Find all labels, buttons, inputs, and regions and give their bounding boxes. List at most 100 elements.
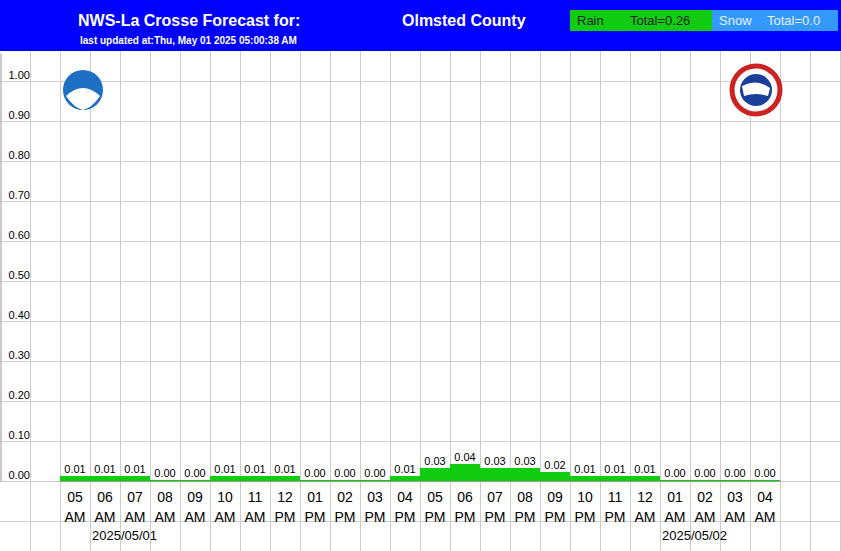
x-tick-label: 04AM	[755, 489, 776, 525]
date-label: 2025/05/01	[92, 528, 157, 543]
legend: RainTotal=0.26SnowTotal=0.0	[570, 10, 838, 31]
x-tick-label-part: AM	[125, 509, 146, 525]
x-tick-label-part: PM	[485, 509, 506, 525]
y-tick: 0.90	[1, 109, 30, 122]
noaa-logo	[63, 70, 103, 110]
y-tick: 0.00	[1, 469, 30, 482]
x-tick-label-part: PM	[335, 509, 356, 525]
data-label: 0.01	[244, 463, 265, 475]
x-tick-label: 01AM	[665, 489, 686, 525]
grid-column-line	[810, 50, 811, 551]
y-tick: 0.20	[1, 389, 30, 402]
x-tick-label-part: AM	[665, 509, 686, 525]
grid-column-line	[150, 50, 151, 551]
x-tick-label-part: 03	[367, 489, 383, 505]
x-tick-label: 10 PM	[575, 489, 596, 525]
x-tick-label-part: AM	[95, 509, 116, 525]
x-tick: 09AM	[185, 481, 206, 525]
x-tick-label-part: PM	[515, 509, 536, 525]
x-tick-label-part: 09	[187, 489, 203, 505]
column-grid	[0, 50, 841, 551]
background	[0, 0, 841, 551]
x-tick-label-part: AM	[65, 509, 86, 525]
grid-column-line	[720, 50, 721, 551]
x-tick-label-part: 02	[337, 489, 353, 505]
grid-column-line	[630, 50, 631, 551]
x-tick-label-part: 07	[487, 489, 503, 505]
y-tick-label: 0.60	[9, 229, 30, 241]
logo-circle	[732, 66, 780, 114]
legend-item: SnowTotal=0.0	[712, 10, 838, 31]
grid-column-line	[840, 50, 841, 551]
x-tick-label-part: PM	[305, 509, 326, 525]
x-tick: 07 PM	[485, 481, 506, 525]
x-tick: 10AM	[215, 481, 236, 525]
logo-inner	[740, 74, 772, 106]
x-tick-label-part: 10	[577, 489, 593, 505]
grid-column-line	[30, 50, 31, 551]
x-tick: 09PM	[545, 481, 566, 525]
x-tick-label: 03AM	[725, 489, 746, 525]
x-tick-label-part: 08	[157, 489, 173, 505]
x-tick: 05PM	[425, 481, 446, 525]
x-tick-label-part: PM	[455, 509, 476, 525]
grid-column-line	[570, 50, 571, 551]
grid-line	[0, 401, 841, 402]
x-tick: 04PM	[395, 481, 416, 525]
x-tick-label-part: 05	[67, 489, 83, 505]
data-label: 0.00	[334, 467, 355, 479]
data-label: 0.02	[544, 459, 565, 471]
data-label: 0.03	[484, 455, 505, 467]
x-tick-label-part: 04	[757, 489, 773, 505]
legend-total: Total=0.26	[630, 13, 690, 28]
x-tick: 02 PM	[335, 481, 356, 525]
x-tick: 03 PM	[365, 481, 386, 525]
data-label: 0.01	[124, 463, 145, 475]
x-tick-label: 06 PM	[455, 489, 476, 525]
x-tick-label-part: 06	[457, 489, 473, 505]
data-label: 0.01	[574, 463, 595, 475]
grid-column-line	[330, 50, 331, 551]
x-tick: 01PM	[305, 481, 326, 525]
x-tick-label: 11PM	[605, 489, 626, 525]
x-tick-label-part: 04	[397, 489, 413, 505]
x-tick-label-part: 06	[97, 489, 113, 505]
grid-column-line	[90, 50, 91, 551]
header-band	[0, 0, 841, 51]
x-tick-label-part: 02	[697, 489, 713, 505]
grid-line	[0, 81, 841, 82]
bar	[450, 464, 480, 482]
y-tick-label: 0.40	[9, 309, 30, 321]
x-tick-label-part: PM	[545, 509, 566, 525]
data-label: 0.01	[94, 463, 115, 475]
grid-column-line	[300, 50, 301, 551]
x-tick-label-part: 08	[517, 489, 533, 505]
y-tick-label: 0.00	[9, 469, 30, 481]
x-tick: 04AM	[755, 481, 776, 525]
grid-line	[0, 241, 841, 242]
x-tick-label-part: PM	[365, 509, 386, 525]
x-tick: 05 AM	[65, 481, 86, 525]
x-tick-label: 10AM	[215, 489, 236, 525]
annotation: Olmsted County	[402, 12, 526, 29]
bar	[480, 468, 510, 482]
grid-column-line	[390, 50, 391, 551]
y-tick: 0.50	[1, 269, 30, 282]
x-tick-label: 09PM	[545, 489, 566, 525]
x-tick-label: 02AM	[695, 489, 716, 525]
x-tick-label: 05PM	[425, 489, 446, 525]
x-tick-label: 03 PM	[365, 489, 386, 525]
y-tick: 1.00	[1, 69, 30, 82]
x-tick-label: 08AM	[155, 489, 176, 525]
y-tick: 0.40	[1, 309, 30, 322]
y-tick-label: 0.30	[9, 349, 30, 361]
x-tick-label-part: 10	[217, 489, 233, 505]
logo-shape	[742, 82, 770, 96]
data-label: 0.00	[754, 467, 775, 479]
grid-column-line	[60, 50, 61, 551]
x-tick-label-part: PM	[575, 509, 596, 525]
data-label: 0.00	[664, 467, 685, 479]
grid-line	[0, 281, 841, 282]
header: NWS-La Crosse Forecast for:last updated …	[0, 0, 841, 51]
x-tick-label: 04PM	[395, 489, 416, 525]
